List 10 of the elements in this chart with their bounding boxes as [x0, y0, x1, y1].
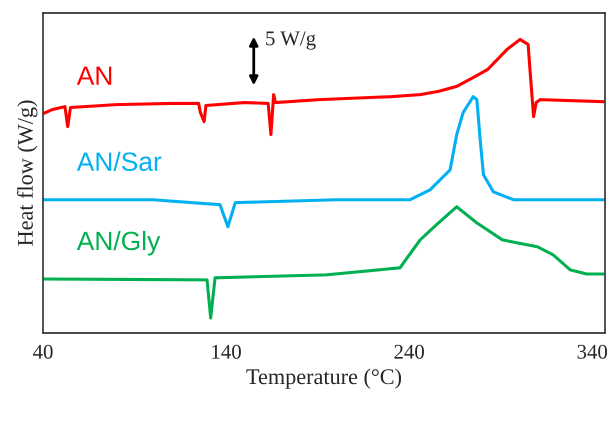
- annotation: 5 W/g: [266, 31, 316, 50]
- x-tick-label: 140: [212, 344, 241, 359]
- x-tick-label: 240: [394, 344, 424, 359]
- series-label: AN/Sar: [76, 152, 162, 172]
- series-label: AN/Gly: [76, 230, 160, 256]
- y-axis-title: Heat flow (W/g): [17, 100, 38, 246]
- x-tick-label: 340: [578, 344, 608, 359]
- x-tick-label: 40: [32, 344, 53, 359]
- x-axis-title: Temperature (°C): [246, 368, 402, 389]
- series-label: AN: [76, 66, 112, 85]
